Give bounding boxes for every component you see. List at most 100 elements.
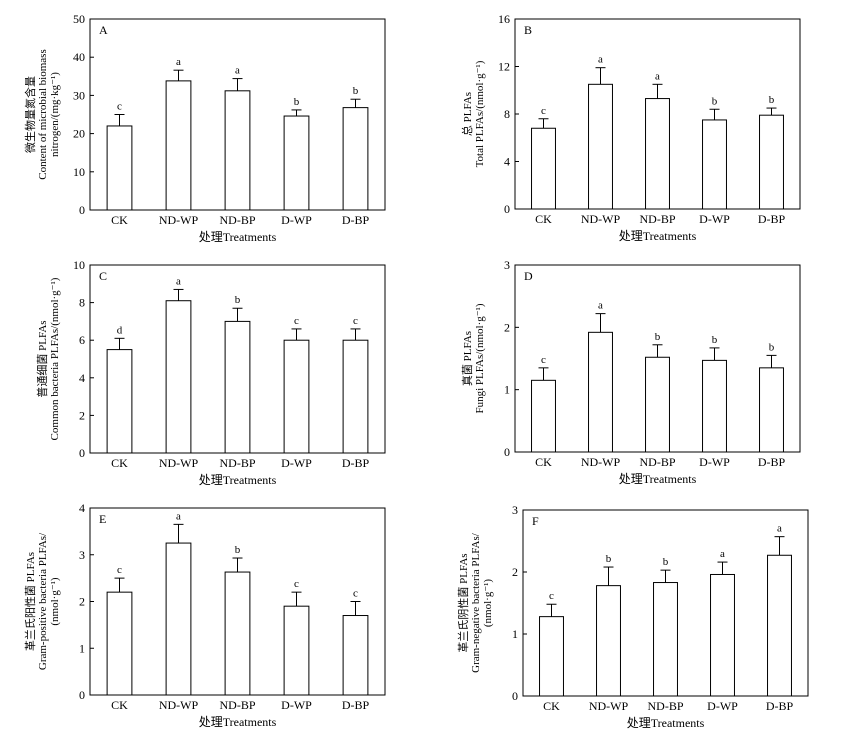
- significance-letter: b: [663, 556, 669, 568]
- y-tick-label: 2: [79, 595, 85, 609]
- panel-letter: A: [99, 23, 108, 37]
- panel-f: F 0 1 2 3 c CK b ND-WP b ND-BP a D-WP a D-BP 处理Treatmen…: [456, 503, 809, 730]
- category-label: D-WP: [699, 212, 730, 226]
- panel-letter: F: [532, 514, 539, 528]
- category-label: CK: [543, 699, 560, 713]
- y-tick-label: 3: [512, 503, 518, 517]
- category-label: CK: [535, 212, 552, 226]
- bar-nd-bp: [224, 320, 251, 454]
- bar-d-wp: [710, 573, 735, 697]
- panel-letter: D: [524, 269, 533, 283]
- category-label: ND-WP: [159, 698, 199, 712]
- significance-letter: a: [655, 70, 660, 82]
- category-label: D-WP: [281, 698, 312, 712]
- bar-nd-wp: [165, 300, 192, 454]
- y-tick-label: 6: [79, 333, 85, 347]
- bar-d-bp: [342, 107, 369, 211]
- y-tick-label: 8: [504, 107, 510, 121]
- category-label: ND-WP: [159, 213, 199, 227]
- panel-letter: B: [524, 23, 532, 37]
- y-tick-label: 2: [504, 320, 510, 334]
- bar-nd-bp: [645, 356, 670, 453]
- panel-letter: C: [99, 269, 107, 283]
- y-axis-label: 革兰氏阴性菌 PLFAs: [456, 553, 470, 652]
- category-label: ND-BP: [639, 455, 675, 469]
- bar-d-bp: [342, 339, 369, 454]
- y-axis-label: Fungi PLFAs/(nmol·g⁻¹): [474, 303, 486, 413]
- y-tick-label: 30: [73, 88, 85, 102]
- y-tick-label: 4: [79, 501, 85, 515]
- panel-a: A 0 10 20 30 40 50 c CK a ND-WP a ND-BP b D-WP b D-BP 处理T…: [23, 12, 386, 244]
- significance-letter: c: [117, 564, 122, 576]
- significance-letter: b: [235, 294, 241, 306]
- category-label: ND-BP: [219, 698, 255, 712]
- y-axis-label: 革兰氏阳性菌 PLFAs: [23, 552, 37, 651]
- significance-letter: a: [777, 523, 782, 535]
- y-axis-label: Gram-positive bacteria PLFAs/: [37, 532, 49, 670]
- y-tick-label: 50: [73, 12, 85, 26]
- category-label: ND-BP: [219, 213, 255, 227]
- y-tick-label: 0: [504, 445, 510, 459]
- bar-nd-wp: [588, 331, 613, 453]
- bar-nd-bp: [653, 582, 678, 697]
- category-label: CK: [535, 455, 552, 469]
- bar-d-bp: [759, 367, 784, 453]
- significance-letter: b: [769, 94, 775, 106]
- bar-d-bp: [767, 554, 792, 697]
- bar-d-bp: [759, 114, 784, 210]
- category-label: ND-BP: [639, 212, 675, 226]
- x-axis-label: 处理Treatments: [619, 229, 697, 243]
- category-label: CK: [111, 213, 128, 227]
- significance-letter: a: [176, 510, 181, 522]
- bar-ck: [539, 616, 564, 697]
- significance-letter: a: [176, 56, 181, 68]
- bar-nd-bp: [645, 98, 670, 210]
- x-axis-label: 处理Treatments: [199, 715, 277, 729]
- y-axis-label: 微生物量氮含量: [23, 76, 37, 153]
- category-label: ND-WP: [581, 212, 621, 226]
- significance-letter: a: [598, 54, 603, 66]
- category-label: CK: [111, 456, 128, 470]
- bar-ck: [531, 379, 556, 453]
- y-axis-label: Total PLFAs/(nmol·g⁻¹): [474, 60, 486, 167]
- significance-letter: a: [598, 300, 603, 312]
- bar-nd-wp: [165, 80, 192, 211]
- y-tick-label: 3: [504, 258, 510, 272]
- significance-letter: c: [353, 588, 358, 600]
- significance-letter: b: [294, 96, 300, 108]
- bar-nd-bp: [224, 90, 251, 211]
- bar-ck: [106, 125, 133, 211]
- significance-letter: b: [655, 331, 661, 343]
- y-axis-label: Common bacteria PLFAs/(nmol·g⁻¹): [49, 277, 61, 440]
- y-axis-label: nitrogen/(mg·kg⁻¹): [49, 72, 61, 157]
- significance-letter: c: [549, 590, 554, 602]
- category-label: D-BP: [758, 455, 786, 469]
- significance-letter: b: [769, 341, 775, 353]
- panel-d: D 0 1 2 3 c CK a ND-WP b ND-BP b D-WP b D-BP 处理Treatmen…: [460, 258, 801, 486]
- y-tick-label: 0: [512, 689, 518, 703]
- x-axis-label: 处理Treatments: [627, 716, 705, 730]
- y-tick-label: 16: [498, 12, 510, 26]
- category-label: D-WP: [699, 455, 730, 469]
- y-tick-label: 1: [79, 641, 85, 655]
- significance-letter: c: [294, 578, 299, 590]
- y-tick-label: 2: [512, 565, 518, 579]
- significance-letter: a: [176, 275, 181, 287]
- significance-letter: b: [712, 334, 718, 346]
- y-tick-label: 0: [79, 688, 85, 702]
- category-label: ND-WP: [589, 699, 629, 713]
- panel-c: C 0 2 4 6 8 10 d CK a ND-WP b ND-BP c D-WP c D-BP 处理Treat…: [35, 258, 386, 487]
- x-axis-label: 处理Treatments: [199, 230, 277, 244]
- y-tick-label: 10: [73, 165, 85, 179]
- bar-d-wp: [702, 119, 727, 210]
- category-label: CK: [111, 698, 128, 712]
- y-tick-label: 8: [79, 296, 85, 310]
- y-axis-label: 总 PLFAs: [460, 92, 474, 136]
- bar-d-wp: [283, 605, 310, 696]
- bar-d-wp: [283, 339, 310, 454]
- category-label: D-BP: [758, 212, 786, 226]
- panel-b: B 0 4 8 12 16 c CK a ND-WP a ND-BP b D-WP b D-BP 处理Treat…: [460, 12, 801, 243]
- bar-nd-wp: [596, 585, 621, 697]
- bar-d-wp: [702, 359, 727, 453]
- significance-letter: c: [541, 105, 546, 117]
